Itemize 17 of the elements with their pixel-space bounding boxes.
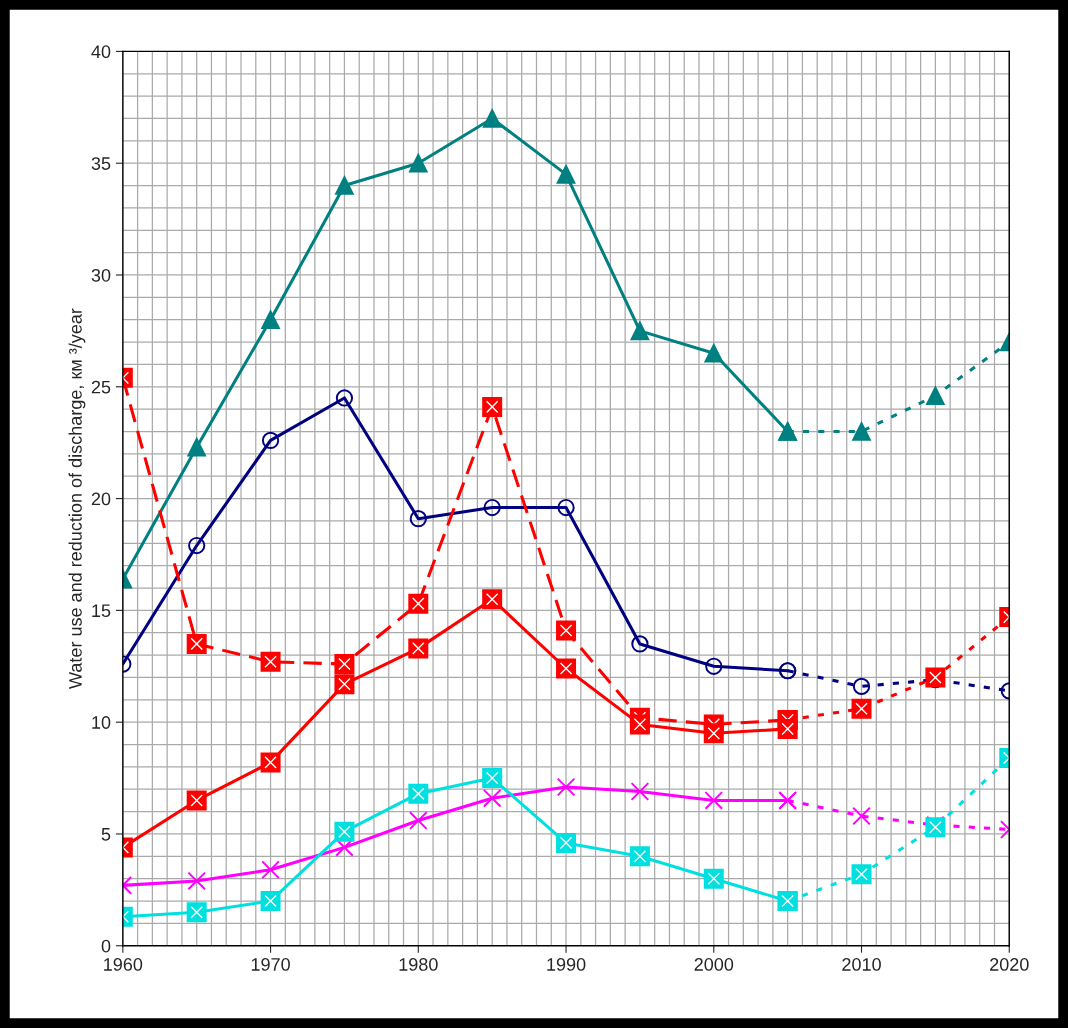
x-tick-label: 2000 bbox=[694, 958, 734, 971]
y-axis-title: Water use and reduction of discharge, км ³/year bbox=[68, 308, 86, 689]
x-tick-label: 1980 bbox=[399, 958, 438, 971]
y-tick-label: 40 bbox=[91, 45, 111, 59]
y-tick-label: 15 bbox=[92, 604, 111, 618]
y-tick-label: 0 bbox=[101, 939, 111, 953]
y-tick-label: 5 bbox=[101, 828, 111, 841]
x-tick-label: 1970 bbox=[251, 958, 290, 971]
x-tick-label: 2020 bbox=[990, 958, 1029, 971]
y-tick-label: 10 bbox=[92, 716, 111, 729]
y-tick-label: 30 bbox=[91, 268, 111, 282]
x-tick-label: 1960 bbox=[104, 958, 143, 971]
y-tick-label: 20 bbox=[91, 492, 111, 506]
x-tick-label: 1990 bbox=[547, 958, 586, 971]
y-tick-label: 35 bbox=[91, 157, 111, 170]
x-tick-label: 2010 bbox=[842, 958, 881, 971]
y-tick-label: 25 bbox=[91, 380, 111, 394]
